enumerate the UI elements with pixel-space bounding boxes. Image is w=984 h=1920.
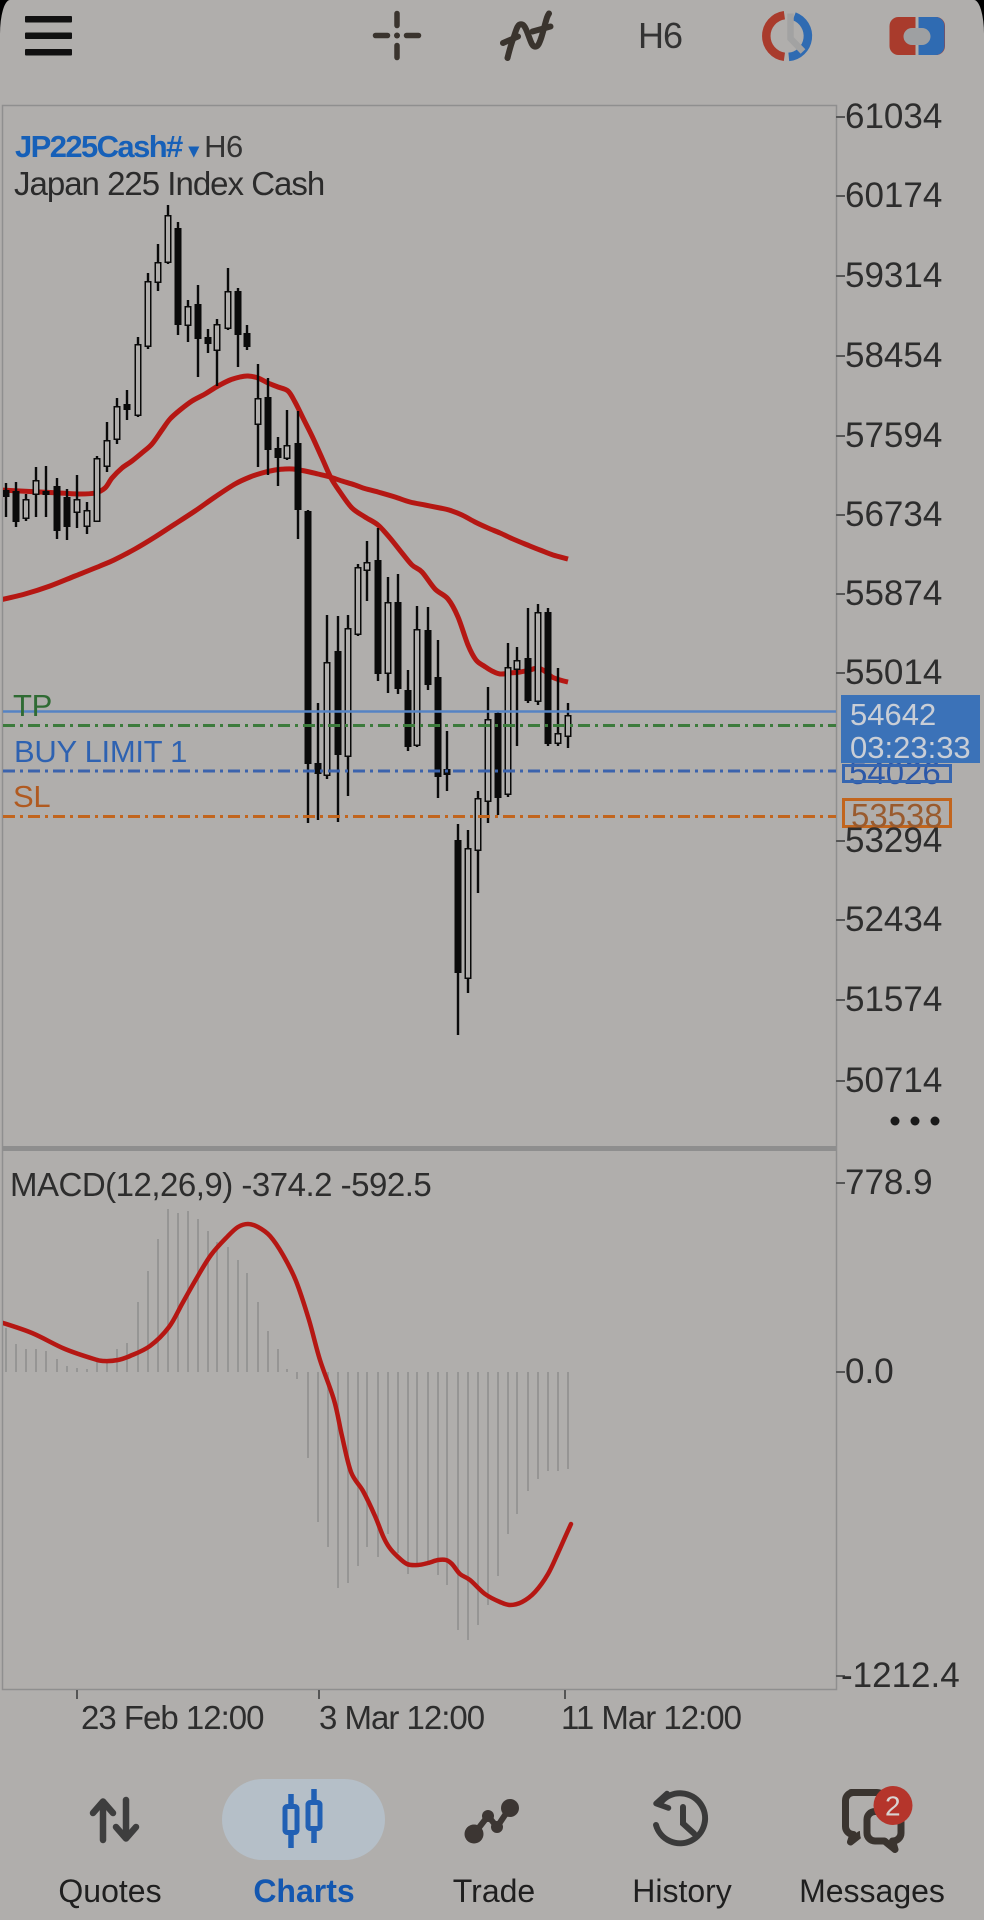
svg-text:2: 2 (885, 1791, 901, 1822)
svg-text:H6: H6 (638, 15, 682, 56)
